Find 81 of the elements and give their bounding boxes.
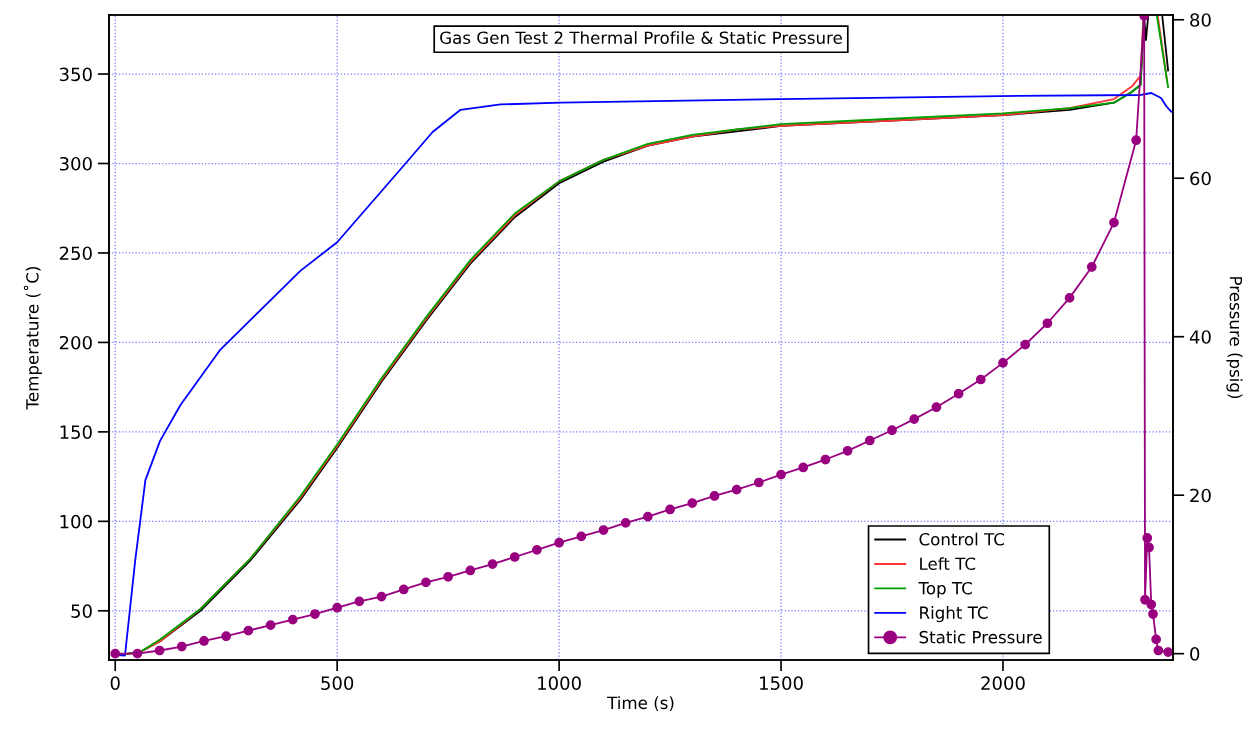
legend-label: Right TC xyxy=(920,606,988,623)
point xyxy=(354,596,365,607)
point xyxy=(887,425,897,436)
y2-tick-label: 80 xyxy=(1190,13,1211,27)
point xyxy=(421,577,431,588)
point xyxy=(532,544,542,555)
x-axis-title: Time (s) xyxy=(607,696,674,712)
point xyxy=(221,631,232,642)
point xyxy=(332,602,343,613)
x-tick-label: 0 xyxy=(110,676,120,690)
point xyxy=(620,518,631,528)
y-tick-label: 350 xyxy=(59,67,92,82)
point xyxy=(975,374,986,385)
point xyxy=(776,469,786,480)
point xyxy=(465,565,476,576)
point xyxy=(1086,262,1097,272)
point xyxy=(864,435,875,446)
point xyxy=(265,620,276,630)
point xyxy=(487,559,498,569)
y-tick-label: 150 xyxy=(60,425,92,439)
point xyxy=(110,648,121,659)
point xyxy=(1148,609,1158,619)
point xyxy=(1064,293,1075,303)
y-axis-title: Temperature (˚C) xyxy=(23,267,42,410)
point xyxy=(1163,647,1173,657)
y2-tick-label: 20 xyxy=(1190,488,1211,503)
point xyxy=(509,552,520,562)
x-tick-label: 500 xyxy=(321,676,354,690)
y-tick-label: 50 xyxy=(71,604,92,618)
point xyxy=(709,491,720,501)
legend-label: Left TC xyxy=(920,557,976,571)
point xyxy=(1042,318,1053,329)
point xyxy=(1020,339,1031,350)
point xyxy=(576,531,587,542)
point xyxy=(953,388,964,399)
y-tick-label: 200 xyxy=(59,335,92,350)
point xyxy=(665,504,675,515)
point xyxy=(820,454,831,465)
y2-tick-label: 60 xyxy=(1190,171,1211,186)
legend-label: Control TC xyxy=(919,532,1004,546)
y-tick-label: 250 xyxy=(59,246,92,261)
point xyxy=(398,584,409,595)
point xyxy=(909,414,920,424)
point xyxy=(443,571,453,582)
legend-label: Top TC xyxy=(918,581,972,598)
point xyxy=(1142,533,1153,543)
point xyxy=(931,402,942,413)
point xyxy=(643,511,653,522)
y2-tick-label: 40 xyxy=(1189,330,1211,344)
point xyxy=(554,537,564,548)
point xyxy=(176,641,187,652)
point xyxy=(1144,542,1154,553)
point xyxy=(1131,135,1142,146)
point xyxy=(1109,217,1119,228)
point xyxy=(842,445,853,456)
point xyxy=(287,614,298,625)
x-tick-label: 2000 xyxy=(981,676,1025,690)
point xyxy=(1153,645,1164,656)
x-tick-label: 1000 xyxy=(538,676,581,690)
legend-label: Static Pressure xyxy=(919,630,1042,644)
y-tick-label: 300 xyxy=(59,156,92,171)
y2-axis-title: Pressure (psig) xyxy=(1226,277,1243,399)
point xyxy=(753,477,764,488)
y2-tick-label: 0 xyxy=(1190,647,1200,661)
point xyxy=(132,648,143,659)
point xyxy=(154,645,165,656)
text: Gas Gen Test 2 Thermal Profile & Static Pressure xyxy=(440,31,842,45)
point xyxy=(310,609,320,619)
point xyxy=(376,591,387,602)
point xyxy=(998,357,1008,368)
point xyxy=(731,484,742,495)
point xyxy=(1146,599,1157,610)
point xyxy=(1151,634,1161,645)
point xyxy=(199,636,209,646)
point xyxy=(798,462,809,473)
point xyxy=(598,525,609,535)
point xyxy=(243,625,254,636)
x-tick-label: 1500 xyxy=(760,676,803,690)
y-tick-label: 100 xyxy=(60,514,92,529)
point xyxy=(687,498,698,508)
point xyxy=(1140,594,1150,605)
